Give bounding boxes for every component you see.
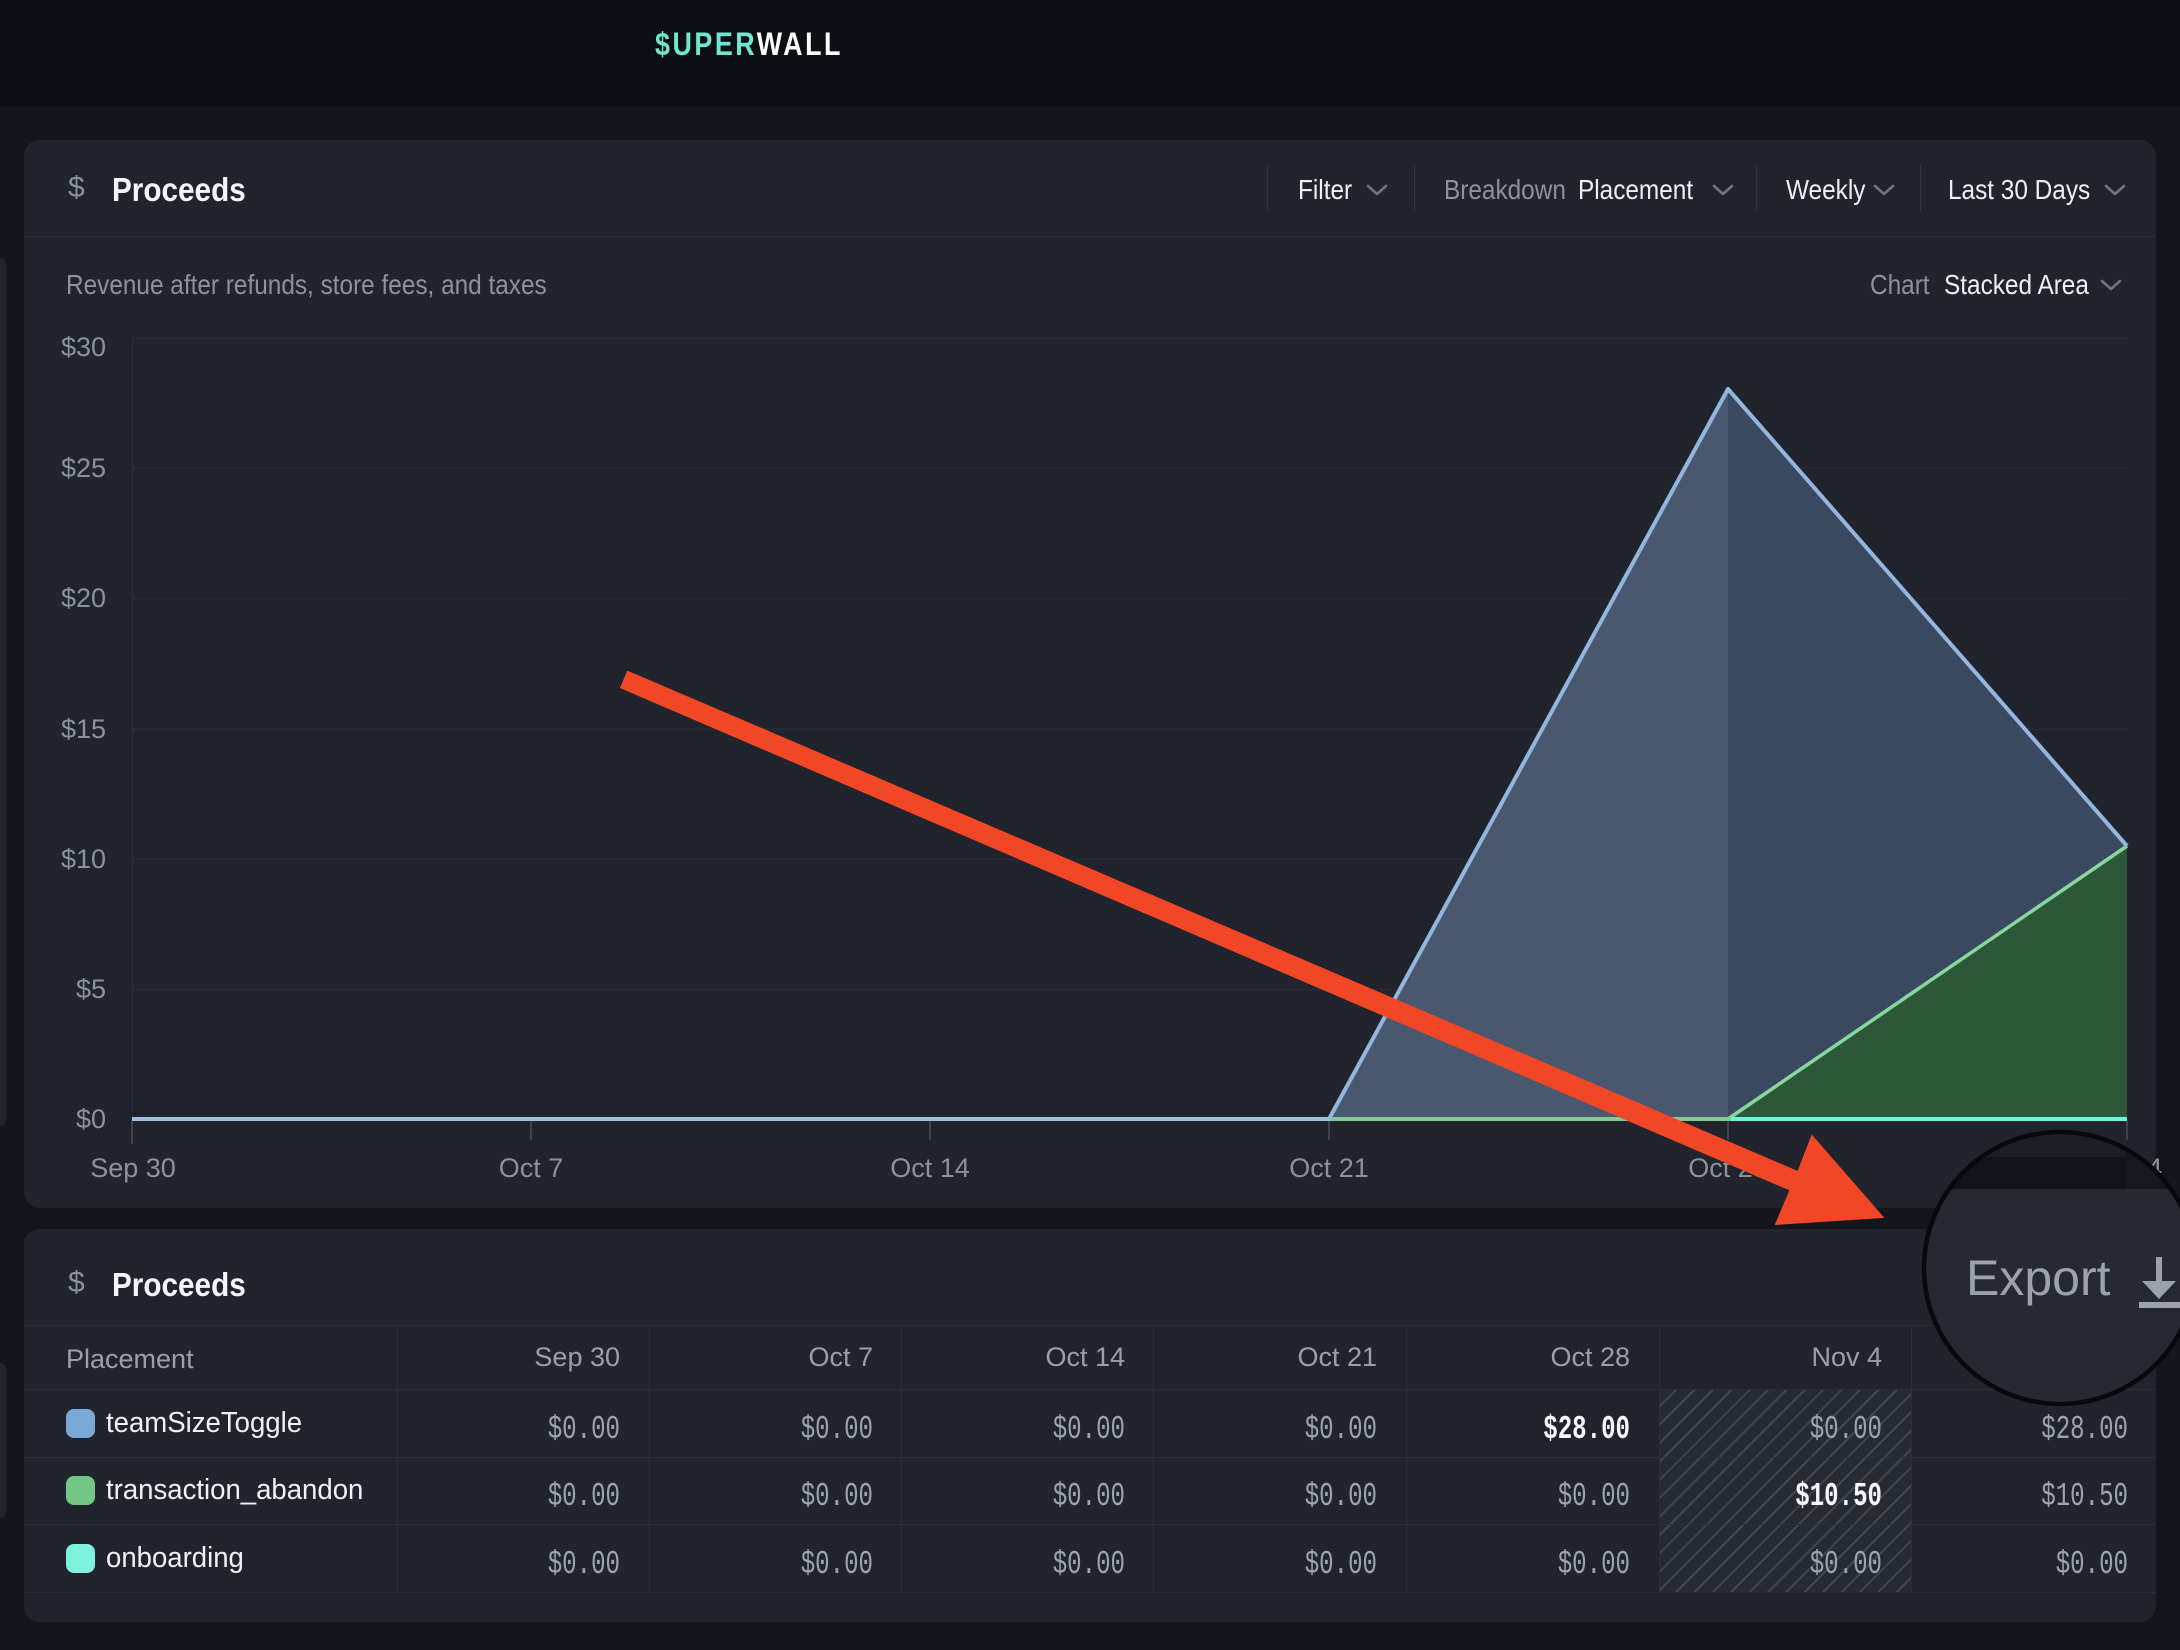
svg-text:Export: Export bbox=[1966, 1250, 2111, 1306]
